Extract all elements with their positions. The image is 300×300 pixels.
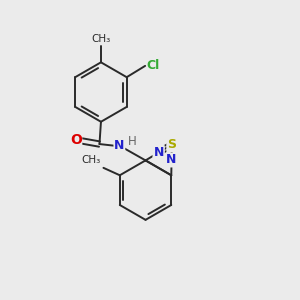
Text: N: N bbox=[114, 139, 124, 152]
Text: O: O bbox=[70, 134, 82, 148]
Text: H: H bbox=[128, 135, 136, 148]
Text: CH₃: CH₃ bbox=[91, 34, 111, 44]
Text: Cl: Cl bbox=[147, 59, 160, 72]
Text: CH₃: CH₃ bbox=[82, 155, 101, 165]
Text: N: N bbox=[154, 146, 164, 159]
Text: S: S bbox=[167, 138, 176, 151]
Text: N: N bbox=[166, 154, 177, 166]
